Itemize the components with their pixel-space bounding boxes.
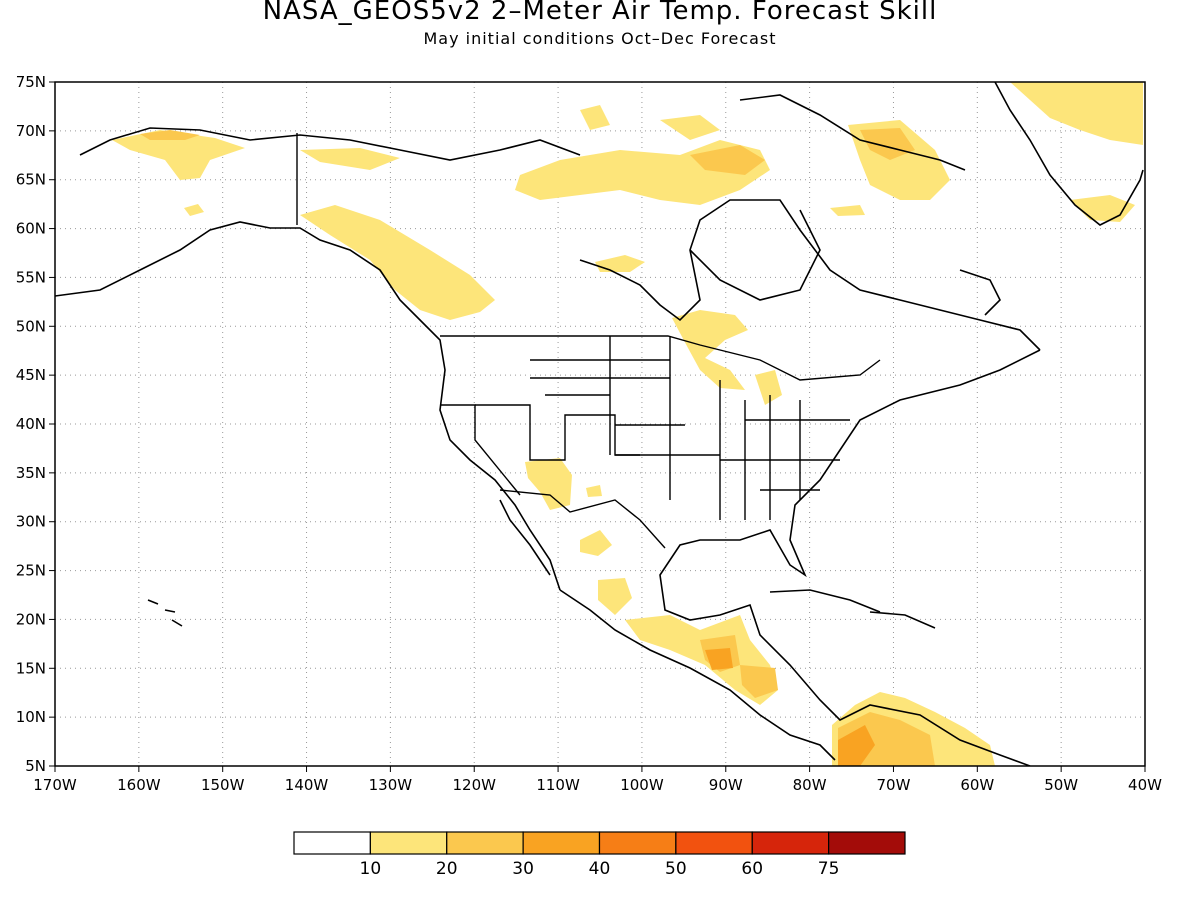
skill-region-alaska-north-core xyxy=(140,130,200,140)
lat-tick-label: 5N xyxy=(25,757,46,775)
map-subtitle: May initial conditions Oct–Dec Forecast xyxy=(423,29,777,48)
lon-tick-label: 40W xyxy=(1128,776,1162,794)
lat-tick-label: 20N xyxy=(16,610,46,628)
lat-tick-label: 10N xyxy=(16,708,46,726)
lon-tick-label: 130W xyxy=(369,776,413,794)
coastline-us-east xyxy=(659,349,1041,766)
lat-tick-label: 45N xyxy=(16,366,46,384)
coastline-newfoundland xyxy=(959,269,1001,316)
lat-tick-label: 50N xyxy=(16,317,46,335)
lon-tick-label: 170W xyxy=(33,776,77,794)
lon-tick-label: 160W xyxy=(117,776,161,794)
skill-region-hudson-south xyxy=(595,255,645,272)
skill-region-mexico-south xyxy=(625,615,778,705)
skill-region-labrador-core xyxy=(860,128,915,160)
lat-tick-label: 15N xyxy=(16,659,46,677)
lat-tick-label: 40N xyxy=(16,415,46,433)
lon-tick-label: 80W xyxy=(793,776,827,794)
skill-region-michigan xyxy=(755,370,782,405)
skill-region-baffin xyxy=(580,105,610,130)
lon-tick-label: 150W xyxy=(201,776,245,794)
skill-region-baffin-east xyxy=(660,115,720,140)
border-state-ca xyxy=(440,404,521,496)
colorbar-label: 10 xyxy=(360,859,382,879)
lon-tick-label: 90W xyxy=(709,776,743,794)
colorbar-label: 20 xyxy=(436,859,458,879)
skill-region-southwest-small xyxy=(586,485,602,497)
lat-tick-label: 55N xyxy=(16,268,46,286)
colorbar-label: 40 xyxy=(589,859,611,879)
skill-region-alaska-north xyxy=(112,130,245,180)
border-state-mid xyxy=(475,404,640,461)
skill-region-nicaragua xyxy=(740,665,778,698)
colorbar-swatch xyxy=(369,831,448,855)
colorbar-swatch xyxy=(751,831,830,855)
border-state-plains xyxy=(530,336,720,500)
skill-region-labrador-south xyxy=(830,205,865,216)
skill-region-mexico-central xyxy=(598,578,632,615)
lat-tick-label: 30N xyxy=(16,513,46,531)
coastline-alaska xyxy=(55,221,561,591)
skill-shading xyxy=(112,82,1143,766)
lon-tick-label: 70W xyxy=(877,776,911,794)
lat-tick-label: 70N xyxy=(16,122,46,140)
lon-tick-label: 100W xyxy=(620,776,664,794)
border-us-canada xyxy=(440,335,881,381)
lon-tick-label: 140W xyxy=(285,776,329,794)
coastline-cuba xyxy=(769,589,881,613)
colorbar-swatch xyxy=(293,831,371,855)
skill-region-alaska-small xyxy=(184,204,204,216)
skill-region-great-lakes xyxy=(672,310,748,390)
coastline-hispaniola xyxy=(869,611,936,629)
coastline-greenland xyxy=(994,82,1144,226)
skill-region-colombia-west xyxy=(838,725,875,766)
lat-tick-label: 60N xyxy=(16,220,46,238)
coastline-hawaii xyxy=(147,599,183,627)
coastline-hudson-bay xyxy=(689,209,821,301)
coastline-alaska-north xyxy=(79,127,581,161)
colorbar: 10 20 30 40 50 60 75 xyxy=(293,831,906,879)
lat-tick-label: 65N xyxy=(16,171,46,189)
lon-tick-label: 60W xyxy=(960,776,994,794)
map-title: NASA_GEOS5v2 2–Meter Air Temp. Forecast … xyxy=(262,0,938,26)
border-state-east xyxy=(719,380,850,520)
skill-region-arctic-core xyxy=(690,145,765,175)
skill-region-yukon xyxy=(300,148,400,170)
latitude-ticks: 5N 10N 15N 20N 25N 30N 35N 40N 45N 50N 55N 60N 65N 70… xyxy=(16,73,55,775)
colorbar-swatch xyxy=(522,831,601,855)
colorbar-swatch xyxy=(446,831,524,855)
skill-region-mexico-north xyxy=(580,530,612,556)
skill-region-southwest-us xyxy=(525,458,572,510)
colorbar-label: 50 xyxy=(665,859,687,879)
skill-region-honduras xyxy=(705,648,733,670)
colorbar-label: 75 xyxy=(818,859,840,879)
coastline-baja xyxy=(499,499,551,576)
lat-tick-label: 25N xyxy=(16,562,46,580)
lat-tick-label: 75N xyxy=(16,73,46,91)
border-us-mexico xyxy=(499,489,666,549)
coastline-baffin xyxy=(739,94,966,171)
colorbar-label: 60 xyxy=(741,859,763,879)
colorbar-swatch xyxy=(675,831,753,855)
borders xyxy=(296,133,881,549)
skill-region-greenland xyxy=(1010,82,1143,145)
colorbar-swatch xyxy=(598,831,677,855)
longitude-ticks: 170W 160W 150W 140W 130W 120W 110W 100W 90W 80W 70… xyxy=(33,766,1162,794)
lon-tick-label: 110W xyxy=(536,776,580,794)
coastlines xyxy=(55,82,1144,766)
colorbar-swatch xyxy=(828,831,906,855)
colorbar-label: 30 xyxy=(512,859,534,879)
coastline-canada-east xyxy=(579,199,1041,351)
coastline-mexico-west xyxy=(559,589,836,761)
lon-tick-label: 120W xyxy=(452,776,496,794)
skill-region-british-columbia xyxy=(300,205,495,320)
lat-tick-label: 35N xyxy=(16,464,46,482)
lon-tick-label: 50W xyxy=(1044,776,1078,794)
